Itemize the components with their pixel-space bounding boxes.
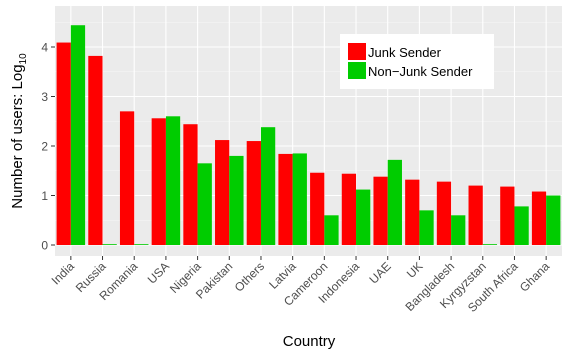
bar-non-junk-sender-uk xyxy=(419,210,434,245)
bar-non-junk-sender-bangladesh xyxy=(451,215,466,245)
bar-junk-sender-indonesia xyxy=(341,173,357,245)
x-tick-label: UAE xyxy=(366,259,393,286)
bar-junk-sender-nigeria xyxy=(183,124,198,245)
legend-label-junk: Junk Sender xyxy=(368,45,442,60)
bar-non-junk-sender-russia xyxy=(102,244,117,245)
bars xyxy=(56,25,561,245)
y-tick-label: 1 xyxy=(41,189,48,203)
x-tick-label: India xyxy=(49,259,78,288)
bar-non-junk-sender-romania xyxy=(134,244,149,245)
bar-non-junk-sender-usa xyxy=(165,116,181,245)
bar-non-junk-sender-nigeria xyxy=(197,163,212,245)
bar-non-junk-sender-cameroon xyxy=(324,215,339,245)
bar-junk-sender-kyrgyzstan xyxy=(468,185,483,245)
y-tick-label: 4 xyxy=(41,41,48,55)
bar-non-junk-sender-indonesia xyxy=(356,189,371,245)
x-axis-title: Country xyxy=(283,333,336,350)
bar-junk-sender-india xyxy=(56,42,71,245)
bar-non-junk-sender-uae xyxy=(387,159,402,245)
bar-junk-sender-south-africa xyxy=(500,186,515,245)
x-tick-label: Ghana xyxy=(517,259,553,295)
legend-box xyxy=(340,34,494,89)
bar-non-junk-sender-south-africa xyxy=(514,206,529,245)
bar-non-junk-sender-others xyxy=(260,127,276,245)
legend-key-junk xyxy=(348,43,366,60)
bar-junk-sender-others xyxy=(246,141,261,245)
x-tick-label: USA xyxy=(145,259,172,286)
bar-non-junk-sender-india xyxy=(70,25,86,245)
bar-non-junk-sender-ghana xyxy=(546,195,561,245)
y-axis-title-main: Number of users: Log xyxy=(9,64,26,208)
y-tick-label: 0 xyxy=(41,239,48,253)
bar-non-junk-sender-kyrgyzstan xyxy=(482,244,498,245)
bar-junk-sender-cameroon xyxy=(310,172,325,245)
bar-junk-sender-uk xyxy=(405,179,420,245)
y-axis: 0 1 2 3 4 xyxy=(41,41,55,253)
legend-label-nonjunk: Non−Junk Sender xyxy=(368,64,473,79)
bar-junk-sender-pakistan xyxy=(215,140,230,245)
y-axis-title: Number of users: Log10 xyxy=(9,53,29,209)
bar-non-junk-sender-pakistan xyxy=(229,155,244,245)
bar-junk-sender-romania xyxy=(119,111,135,245)
x-tick-label: Others xyxy=(232,259,267,294)
legend: Junk Sender Non−Junk Sender xyxy=(340,34,494,89)
bar-junk-sender-latvia xyxy=(278,153,293,245)
bar-junk-sender-russia xyxy=(88,55,103,245)
bar-junk-sender-bangladesh xyxy=(436,181,452,245)
y-tick-label: 2 xyxy=(41,140,48,154)
y-tick-label: 3 xyxy=(41,90,48,104)
bar-junk-sender-ghana xyxy=(531,191,547,245)
legend-key-nonjunk xyxy=(348,62,366,79)
bar-junk-sender-usa xyxy=(151,118,166,245)
x-tick-label: UK xyxy=(404,259,426,281)
bar-junk-sender-uae xyxy=(373,176,388,245)
y-axis-title-sub: 10 xyxy=(18,53,29,65)
bar-non-junk-sender-latvia xyxy=(292,153,307,245)
